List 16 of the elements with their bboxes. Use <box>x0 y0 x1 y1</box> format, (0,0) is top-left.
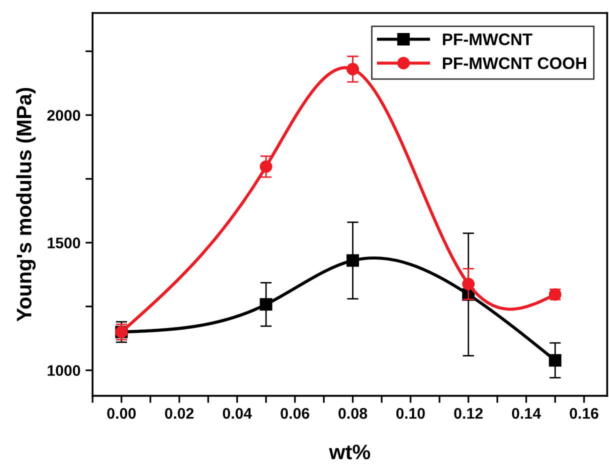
x-tick-label: 0.14 <box>512 408 542 419</box>
legend-label: PF-MWCNT <box>442 33 532 46</box>
x-axis-title: wt% <box>328 444 370 460</box>
x-tick-label: 0.06 <box>280 408 310 419</box>
x-tick-label: 0.12 <box>454 408 483 419</box>
y-axis-title: Young's modulus (MPa) <box>16 88 36 322</box>
x-tick-label: 0.10 <box>396 408 425 419</box>
legend-label: PF-MWCNT COOH <box>442 57 586 70</box>
x-tick-label: 0.02 <box>165 408 194 419</box>
y-tick-label: 1000 <box>48 365 80 376</box>
y-tick-label: 2000 <box>47 110 80 121</box>
x-tick-label: 0.08 <box>338 408 368 419</box>
x-tick-label: 0.00 <box>107 408 136 419</box>
x-tick-label: 0.16 <box>570 408 598 419</box>
x-tick-label: 0.04 <box>222 408 252 419</box>
y-tick-label: 1500 <box>48 238 80 248</box>
